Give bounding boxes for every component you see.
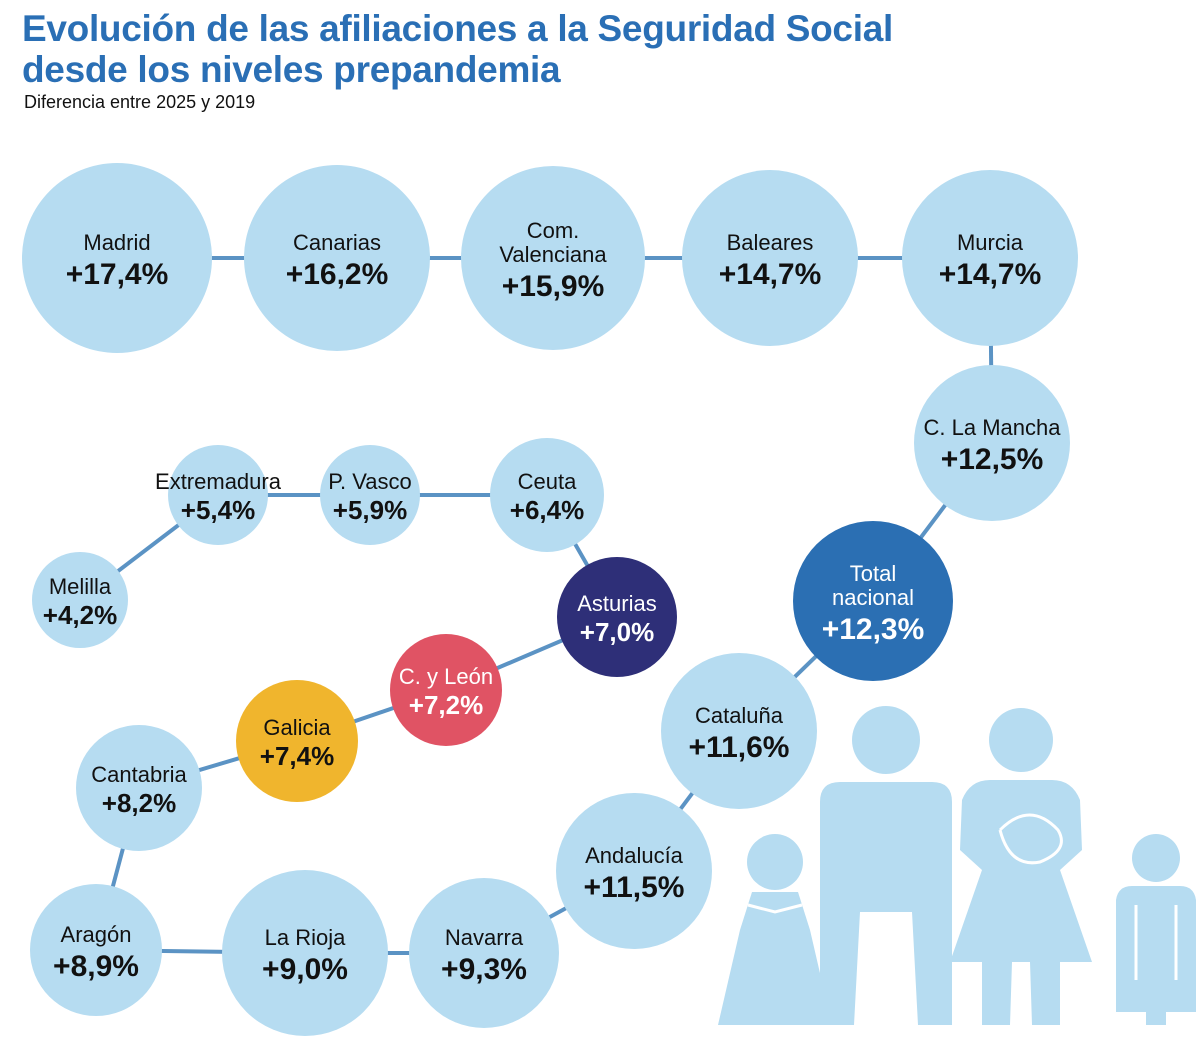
title-line-1: Evolución de las afiliaciones a la Segur…: [22, 8, 893, 49]
bubble-galicia: Galicia+7,4%: [236, 680, 358, 802]
bubble-value: +7,2%: [409, 690, 483, 720]
bubble-value: +7,0%: [580, 617, 654, 647]
bubble-ceuta: Ceuta+6,4%: [490, 438, 604, 552]
bubble-name: Com.: [527, 218, 580, 243]
bubble-circle: [902, 170, 1078, 346]
bubble-melilla: Melilla+4,2%: [32, 552, 128, 648]
bubble-name: Extremadura: [155, 469, 282, 494]
bubble-baleares: Baleares +14,7%: [682, 170, 858, 346]
bubble-value: +9,0%: [262, 953, 348, 986]
bubble-name: La Rioja: [265, 925, 346, 950]
chart-title: Evolución de las afiliaciones a la Segur…: [22, 8, 893, 90]
bubble-andalucia: Andalucía +11,5%: [556, 793, 712, 949]
bubble-name: Galicia: [263, 715, 331, 740]
bubble-name: Madrid: [83, 230, 150, 255]
bubble-name: Canarias: [293, 230, 381, 255]
bubble-p-vasco: P. Vasco+5,9%: [320, 445, 420, 545]
bubble-name: Melilla: [49, 574, 112, 599]
bubble-circle: [661, 653, 817, 809]
bubble-circle: [22, 163, 212, 353]
bubble-circle: [556, 793, 712, 949]
bubble-circle: [222, 870, 388, 1036]
bubble-value: +8,2%: [102, 788, 176, 818]
bubble-name: Valenciana: [499, 242, 607, 267]
bubble-value: +11,5%: [584, 871, 685, 904]
bubble-value: +6,4%: [510, 495, 584, 525]
bubble-value: +15,9%: [502, 270, 605, 303]
bubble-name: Ceuta: [518, 469, 577, 494]
bubble-value: +9,3%: [441, 953, 527, 986]
bubble-circle: [244, 165, 430, 351]
chart-subtitle: Diferencia entre 2025 y 2019: [24, 92, 256, 112]
bubble-circle: [557, 557, 677, 677]
bubble-name: Aragón: [61, 922, 132, 947]
bubble-value: +14,7%: [939, 258, 1042, 291]
bubble-circle: [793, 521, 953, 681]
bubble-name: Total: [850, 561, 896, 586]
bubble-c-la-mancha: C. La Mancha +12,5%: [914, 365, 1070, 521]
bubble-circle: [76, 725, 202, 851]
bubble-name: nacional: [832, 585, 914, 610]
bubble-value: +12,3%: [822, 613, 925, 646]
bubble-circle: [320, 445, 420, 545]
bubble-murcia: Murcia +14,7%: [902, 170, 1078, 346]
bubble-name: Asturias: [577, 591, 656, 616]
bubble-value: +11,6%: [689, 731, 790, 764]
bubble-value: +17,4%: [66, 258, 169, 291]
bubble-value: +5,9%: [333, 495, 407, 525]
bubble-cataluna: Cataluña +11,6%: [661, 653, 817, 809]
title-line-2: desde los niveles prepandemia: [22, 49, 561, 90]
bubble-circle: [236, 680, 358, 802]
bubble-madrid: Madrid +17,4%: [22, 163, 212, 353]
bubble-value: +5,4%: [181, 495, 255, 525]
bubble-value: +7,4%: [260, 741, 334, 771]
bubble-circle: [490, 438, 604, 552]
bubble-value: +12,5%: [941, 443, 1044, 476]
bubble-value: +16,2%: [286, 258, 389, 291]
bubble-name: C. y León: [399, 664, 493, 689]
bubble-la-rioja: La Rioja +9,0%: [222, 870, 388, 1036]
bubble-circle: [30, 884, 162, 1016]
bubble-name: Andalucía: [585, 843, 684, 868]
bubble-circle: [461, 166, 645, 350]
bubble-circle: [914, 365, 1070, 521]
bubble-circle: [168, 445, 268, 545]
bubble-value: +4,2%: [43, 600, 117, 630]
bubble-canarias: Canarias +16,2%: [244, 165, 430, 351]
bubble-circle: [32, 552, 128, 648]
bubble-circle: [409, 878, 559, 1028]
bubble-name: Murcia: [957, 230, 1024, 255]
bubble-name: Baleares: [727, 230, 814, 255]
bubble-cantabria: Cantabria+8,2%: [76, 725, 202, 851]
bubble-name: Navarra: [445, 925, 524, 950]
bubble-name: C. La Mancha: [924, 415, 1062, 440]
bubble-circle: [390, 634, 502, 746]
bubble-asturias: Asturias+7,0%: [557, 557, 677, 677]
bubble-name: Cantabria: [91, 762, 187, 787]
bubble-navarra: Navarra +9,3%: [409, 878, 559, 1028]
bubbles: Madrid +17,4% Canarias +16,2% Com.Valenciana…: [22, 163, 1078, 1036]
bubble-value: +8,9%: [53, 950, 139, 983]
bubble-name: P. Vasco: [328, 469, 412, 494]
bubble-value: +14,7%: [719, 258, 822, 291]
bubble-c-y-leon: C. y León+7,2%: [390, 634, 502, 746]
bubble-extremadura: Extremadura+5,4%: [155, 445, 282, 545]
bubble-com-valenciana: Com.Valenciana +15,9%: [461, 166, 645, 350]
bubble-aragon: Aragón +8,9%: [30, 884, 162, 1016]
bubble-circle: [682, 170, 858, 346]
bubble-name: Cataluña: [695, 703, 784, 728]
family-detail-lines: [747, 813, 1178, 980]
